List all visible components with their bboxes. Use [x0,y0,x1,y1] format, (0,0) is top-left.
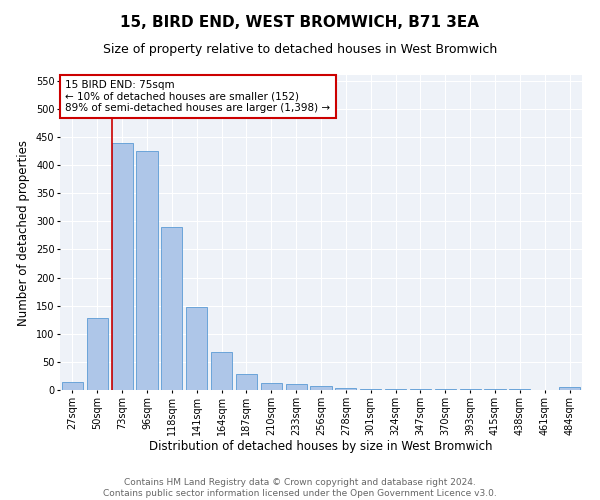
Text: 15, BIRD END, WEST BROMWICH, B71 3EA: 15, BIRD END, WEST BROMWICH, B71 3EA [121,15,479,30]
Text: Size of property relative to detached houses in West Bromwich: Size of property relative to detached ho… [103,42,497,56]
Bar [161,227,182,390]
Bar [136,151,158,390]
X-axis label: Distribution of detached houses by size in West Bromwich: Distribution of detached houses by size … [149,440,493,454]
Bar [385,389,406,390]
Text: 15 BIRD END: 75sqm
← 10% of detached houses are smaller (152)
89% of semi-detach: 15 BIRD END: 75sqm ← 10% of detached hou… [65,80,331,113]
Bar [335,388,356,390]
Bar [211,352,232,390]
Bar [236,374,257,390]
Bar [261,382,282,390]
Bar [112,142,133,390]
Bar [62,382,83,390]
Bar [360,389,381,390]
Bar [559,387,580,390]
Bar [87,318,108,390]
Bar [186,308,207,390]
Text: Contains HM Land Registry data © Crown copyright and database right 2024.
Contai: Contains HM Land Registry data © Crown c… [103,478,497,498]
Y-axis label: Number of detached properties: Number of detached properties [17,140,30,326]
Bar [310,386,332,390]
Bar [286,384,307,390]
